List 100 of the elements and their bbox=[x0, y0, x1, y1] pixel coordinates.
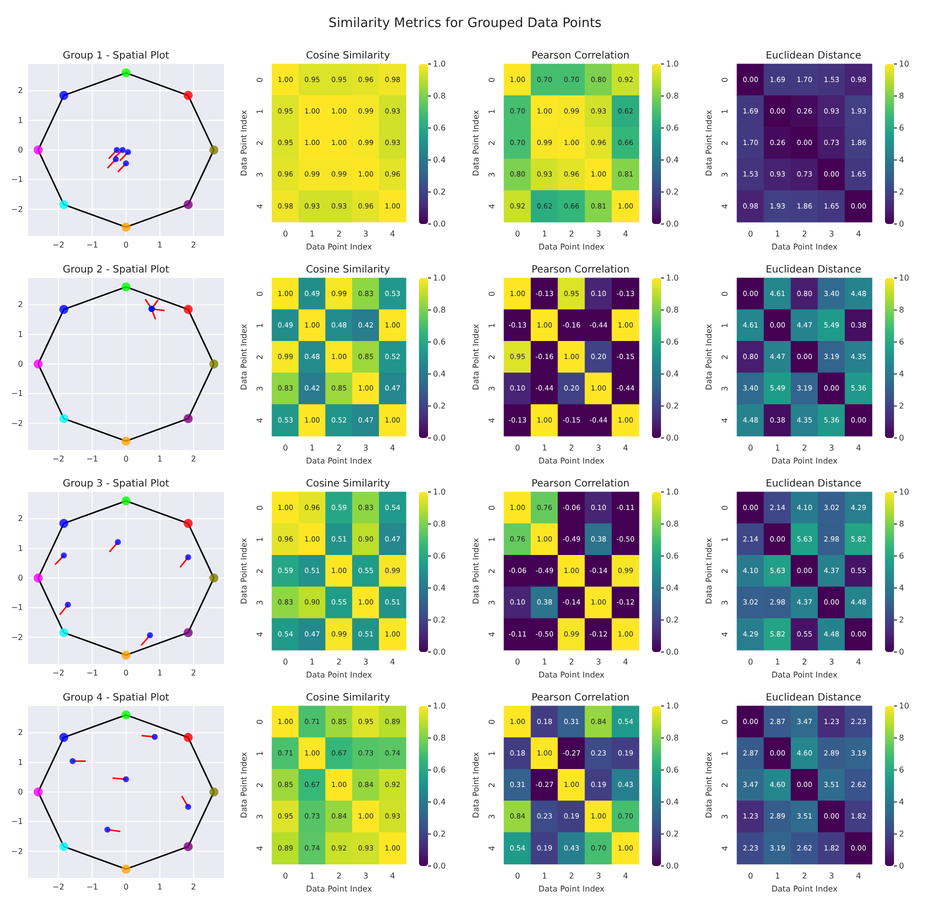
y-tick-label: 2 bbox=[256, 568, 264, 574]
x-tick-label: 0 bbox=[748, 658, 754, 667]
x-tick-label: −1 bbox=[86, 882, 98, 892]
color-bar-label: 0.2 bbox=[666, 188, 679, 196]
x-tick-label: 1 bbox=[310, 872, 315, 881]
color-bar-label: 4 bbox=[899, 798, 904, 806]
chart-title: Group 2 - Spatial Plot bbox=[62, 264, 170, 276]
y-tick-label: 3 bbox=[256, 600, 264, 606]
x-tick-label: 2 bbox=[191, 240, 196, 250]
x-axis-title: Data Point Index bbox=[771, 884, 838, 894]
y-tick-label: 1 bbox=[18, 330, 23, 339]
chart-title: Euclidean Distance bbox=[766, 692, 862, 704]
color-bar-label: 1.0 bbox=[666, 274, 679, 282]
color-bar-label: 4 bbox=[899, 156, 904, 164]
x-axis-title: Data Point Index bbox=[538, 670, 605, 680]
x-tick-label: −2 bbox=[52, 240, 64, 250]
color-bar-label: 0.2 bbox=[666, 616, 679, 624]
x-tick-label: 0 bbox=[123, 240, 129, 250]
x-tick-label: 4 bbox=[622, 872, 628, 881]
y-tick-label: 0 bbox=[18, 574, 23, 582]
y-axis-title: Data Point Index bbox=[704, 538, 714, 604]
y-tick-label: 4 bbox=[720, 632, 730, 637]
color-bar-label: 0.2 bbox=[433, 402, 446, 410]
color-bar-label: 1.0 bbox=[666, 702, 679, 710]
y-tick-label: −2 bbox=[11, 846, 23, 856]
y-tick-label: 0 bbox=[488, 719, 496, 724]
chart-title: Cosine Similarity bbox=[306, 478, 390, 490]
color-bar-label: 10 bbox=[899, 274, 910, 282]
x-tick-label: 1 bbox=[542, 658, 548, 667]
x-axis-title: Data Point Index bbox=[306, 670, 372, 680]
x-tick-label: 3 bbox=[828, 230, 834, 239]
y-tick-label: 0 bbox=[256, 505, 264, 510]
text: Similarity Metrics for Grouped Data Points bbox=[328, 16, 602, 31]
x-tick-label: 3 bbox=[828, 872, 834, 881]
y-tick-label: 4 bbox=[256, 846, 264, 851]
color-bar-label: 0 bbox=[899, 648, 904, 656]
color-bar-label: 0.4 bbox=[666, 156, 679, 164]
x-tick-label: −1 bbox=[86, 454, 98, 464]
x-axis-title: Data Point Index bbox=[306, 884, 372, 894]
x-tick-label: 0 bbox=[514, 444, 520, 453]
color-bar-label: 0.2 bbox=[433, 616, 446, 624]
y-tick-label: 4 bbox=[720, 846, 730, 851]
x-tick-label: 1 bbox=[774, 230, 780, 239]
y-axis-title: Data Point Index bbox=[240, 752, 249, 818]
y-tick-label: 1 bbox=[256, 536, 264, 542]
x-axis-title: Data Point Index bbox=[771, 456, 838, 466]
x-tick-label: −1 bbox=[86, 668, 98, 678]
x-axis-title: Data Point Index bbox=[771, 242, 838, 252]
y-tick-label: 2 bbox=[256, 354, 264, 360]
color-bar-label: 0.8 bbox=[433, 734, 446, 742]
y-axis-title: Data Point Index bbox=[472, 752, 481, 818]
color-bar-label: 1.0 bbox=[433, 702, 446, 710]
x-tick-label: 4 bbox=[390, 658, 396, 667]
chart-title: Cosine Similarity bbox=[306, 50, 390, 62]
x-tick-label: 4 bbox=[390, 444, 396, 453]
x-tick-label: 3 bbox=[828, 658, 834, 667]
color-bar-label: 0.0 bbox=[666, 220, 679, 228]
y-tick-label: 2 bbox=[720, 568, 730, 574]
x-tick-label: 2 bbox=[191, 668, 196, 678]
y-tick-label: 0 bbox=[488, 291, 496, 296]
chart-title: Pearson Correlation bbox=[531, 692, 630, 704]
y-tick-label: 4 bbox=[720, 204, 730, 209]
x-tick-label: 0 bbox=[282, 658, 288, 667]
x-tick-label: 0 bbox=[123, 668, 129, 678]
x-tick-label: 1 bbox=[157, 668, 162, 678]
chart-title: Euclidean Distance bbox=[766, 50, 862, 62]
y-tick-label: 0 bbox=[488, 77, 496, 82]
y-tick-label: 1 bbox=[256, 322, 264, 328]
y-tick-label: 4 bbox=[488, 846, 496, 851]
color-bar-label: 10 bbox=[899, 60, 910, 68]
x-tick-label: 4 bbox=[622, 444, 628, 453]
x-tick-label: 0 bbox=[514, 658, 520, 667]
x-tick-label: 4 bbox=[622, 658, 628, 667]
x-axis-title: Data Point Index bbox=[306, 456, 372, 466]
y-tick-label: 1 bbox=[256, 750, 264, 756]
x-tick-label: 2 bbox=[336, 444, 342, 453]
y-tick-label: 1 bbox=[18, 544, 23, 553]
color-bar-label: 0.8 bbox=[433, 306, 446, 314]
x-tick-label: 3 bbox=[828, 444, 834, 453]
y-tick-label: 1 bbox=[720, 322, 730, 328]
x-tick-label: 3 bbox=[596, 230, 602, 239]
color-bar-label: 0.8 bbox=[433, 520, 446, 528]
x-tick-label: 0 bbox=[123, 882, 129, 892]
y-tick-label: 3 bbox=[256, 814, 264, 820]
y-tick-label: 0 bbox=[488, 505, 496, 510]
color-bar-label: 0.0 bbox=[666, 434, 679, 442]
color-bar-label: 2 bbox=[899, 616, 904, 624]
y-tick-label: 0 bbox=[720, 77, 730, 82]
color-bar-label: 0.6 bbox=[666, 338, 679, 346]
x-axis-title: Data Point Index bbox=[538, 456, 605, 466]
x-tick-label: −2 bbox=[52, 454, 64, 464]
y-tick-label: 2 bbox=[488, 568, 496, 574]
x-tick-label: 3 bbox=[596, 872, 602, 881]
x-tick-label: 3 bbox=[596, 658, 602, 667]
x-tick-label: 1 bbox=[774, 872, 780, 881]
x-tick-label: −2 bbox=[52, 882, 64, 892]
color-bar-label: 0 bbox=[899, 434, 904, 442]
color-bar-label: 6 bbox=[899, 338, 904, 346]
color-bar-label: 0.4 bbox=[433, 584, 446, 592]
chart-title: Pearson Correlation bbox=[531, 50, 630, 62]
